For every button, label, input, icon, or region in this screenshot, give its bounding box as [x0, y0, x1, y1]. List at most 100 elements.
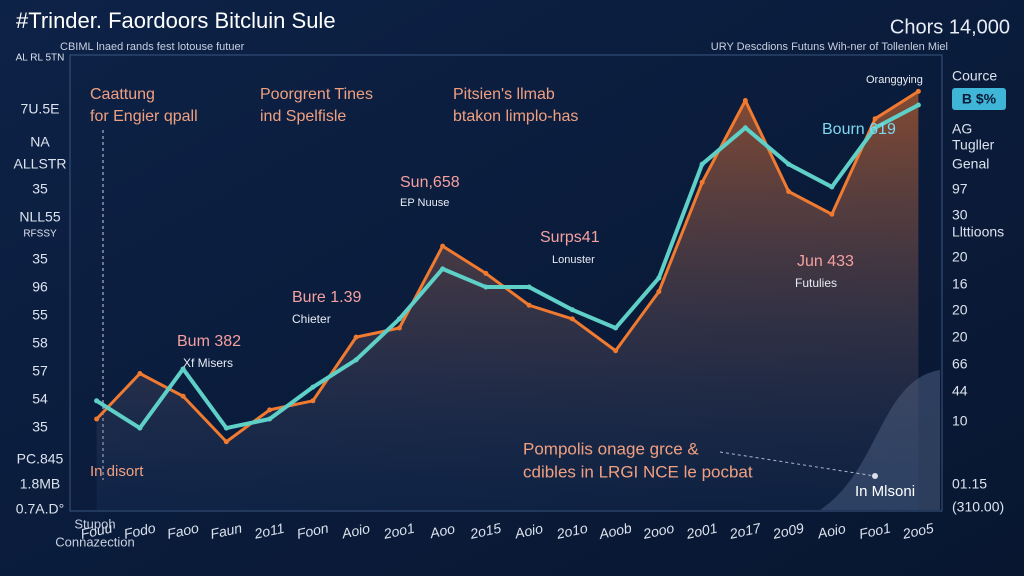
- annotation: btakon limplo-has: [453, 108, 578, 125]
- annotation: Futulies: [795, 276, 837, 290]
- right-label: 20: [952, 302, 968, 318]
- annotation: Oranggying: [866, 74, 923, 86]
- right-label: Tugller: [952, 137, 995, 153]
- point: [699, 179, 705, 185]
- plot-frame: [69, 54, 943, 512]
- right-label: 97: [952, 181, 968, 197]
- left-label: 0.7A.D°: [16, 501, 64, 517]
- x-tick-label: Aoio: [340, 520, 372, 542]
- annotation: Sun,658: [400, 174, 460, 191]
- point: [180, 393, 186, 399]
- subtitle: CBIML lnaed rands fest lotouse futuer: [60, 41, 245, 53]
- right-label: 30: [952, 207, 968, 223]
- point: [613, 348, 619, 354]
- right-label: AG: [952, 121, 972, 137]
- bottom-left-label: Connazection: [55, 534, 135, 549]
- annotation: ind Spelfisle: [260, 108, 346, 125]
- badge: [952, 88, 1006, 110]
- point: [526, 284, 532, 290]
- line: [95, 90, 920, 444]
- left-label: ALLSTR: [14, 156, 67, 172]
- point: [223, 425, 229, 431]
- point: [829, 184, 835, 190]
- left-label: NA: [30, 134, 50, 150]
- x-tick-label: Aoio: [815, 520, 847, 542]
- left-label: 7U.5E: [21, 101, 60, 117]
- point: [613, 325, 619, 331]
- point: [569, 307, 575, 313]
- point: [267, 416, 273, 422]
- x-tick-label: 2o01: [684, 520, 719, 542]
- point: [223, 439, 229, 445]
- right-label: 16: [952, 276, 968, 292]
- right-label: Cource: [952, 68, 997, 84]
- point: [267, 407, 273, 413]
- point: [310, 398, 316, 404]
- annotation: Poorgrent Tines: [260, 86, 373, 103]
- x-tick-label: 2oo5: [900, 520, 935, 542]
- top-right-label: Chors 14,000: [890, 16, 1010, 38]
- point: [699, 161, 705, 167]
- annotation: Jun 433: [797, 253, 854, 270]
- annotation: Surps41: [540, 229, 600, 246]
- point: [353, 334, 359, 340]
- annotation: Caattung: [90, 86, 155, 103]
- point: [915, 88, 921, 94]
- annotation: EP Nuuse: [400, 197, 449, 209]
- point: [786, 189, 792, 194]
- right-label: 44: [952, 383, 968, 399]
- x-tick-label: Aoio: [513, 520, 545, 542]
- left-label: AL RL 5TN: [16, 53, 65, 64]
- point: [180, 366, 186, 372]
- point: [656, 275, 662, 281]
- point: [137, 371, 143, 376]
- annotation: Lonuster: [552, 254, 595, 266]
- bottom-left-label: Stupoh: [74, 516, 115, 531]
- x-tick-label: Faun: [209, 520, 244, 542]
- annotation: Bum 382: [177, 333, 241, 350]
- point: [440, 243, 446, 249]
- right-label: 66: [952, 356, 968, 372]
- annotation: for Engier qpall: [90, 108, 198, 125]
- right-label: 20: [952, 249, 968, 265]
- right-label: 10: [952, 413, 968, 429]
- x-tick-label: Foo1: [858, 520, 893, 542]
- x-tick-label: Faoo: [166, 520, 201, 542]
- point: [483, 270, 489, 276]
- x-tick-label: Aoob: [597, 519, 633, 542]
- left-label: 58: [32, 335, 48, 351]
- annotation: Xf Misers: [183, 356, 233, 370]
- left-label: 55: [32, 307, 48, 323]
- x-tick-label: 2ooo: [641, 520, 676, 542]
- right-label: 20: [952, 329, 968, 345]
- annotation: In Mlsoni: [855, 483, 915, 500]
- left-label: 35: [32, 181, 48, 197]
- chart-title: #Trinder. Faordoors Bitcluin Sule: [16, 8, 336, 33]
- left-label: 54: [32, 391, 48, 407]
- annotation: In disort: [90, 463, 144, 480]
- point: [569, 316, 575, 322]
- right-label: Llttioons: [952, 224, 1004, 240]
- right-label: 01.15: [952, 476, 987, 492]
- annotation: Pitsien's llmab: [453, 86, 555, 103]
- point: [829, 211, 835, 217]
- point: [310, 384, 316, 390]
- left-label: 35: [32, 419, 48, 435]
- left-label: 35: [32, 251, 48, 267]
- point: [440, 266, 446, 272]
- annotation: Chieter: [292, 312, 331, 326]
- x-tick-label: Aoo: [428, 520, 457, 541]
- x-tick-label: Fodo: [122, 520, 157, 542]
- area: [96, 91, 919, 511]
- left-label: 57: [32, 363, 48, 379]
- point: [526, 302, 532, 308]
- x-tick-label: 2o15: [468, 520, 503, 542]
- x-tick-label: 2o17: [727, 519, 763, 542]
- x-tick-label: 2o09: [770, 520, 805, 542]
- line: [95, 103, 920, 431]
- point: [786, 161, 792, 167]
- annotation: cdibles in LRGI NCE le pocbat: [523, 462, 753, 481]
- x-tick-label: 2oo1: [381, 520, 416, 542]
- left-label: RFSSY: [23, 229, 57, 240]
- point: [137, 425, 143, 431]
